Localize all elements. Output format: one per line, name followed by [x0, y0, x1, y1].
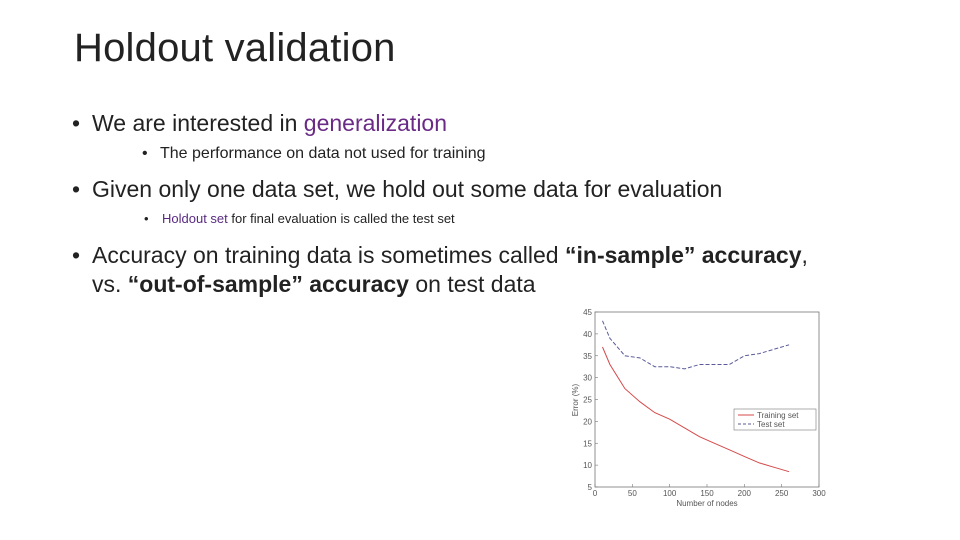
bullet-dot: •: [142, 145, 148, 162]
bullet-text: vs.: [92, 271, 128, 297]
x-tick-label: 250: [775, 489, 789, 498]
y-tick-label: 10: [583, 461, 592, 470]
slide-title: Holdout validation: [74, 26, 396, 70]
x-tick-label: 0: [593, 489, 598, 498]
bullet-accuracy-line2: vs. “out-of-sample” accuracy on test dat…: [92, 269, 536, 299]
legend-training-label: Training set: [757, 411, 799, 420]
sub-bullet-text: for final evaluation is called the test …: [227, 211, 455, 226]
bullet-text-comma: ,: [801, 242, 808, 268]
out-of-sample-emphasis: “out-of-sample” accuracy: [127, 271, 409, 297]
bullet-text: on test data: [408, 271, 536, 297]
bullet-dot: •: [72, 110, 81, 136]
in-sample-emphasis: “in-sample” accuracy: [565, 242, 802, 268]
bullet-generalization: • We are interested in generalization: [72, 108, 447, 138]
tick-group: 0 50 100 150 200 250 300 5 10 15 20 25 30 35 40 45: [583, 308, 826, 498]
y-tick-label: 45: [583, 308, 592, 317]
sub-bullet-holdout-set: • Holdout set for final evaluation is cal…: [144, 209, 455, 229]
bullet-text: Given only one data set, we hold out som…: [92, 176, 723, 202]
plot-area: [594, 311, 820, 488]
x-tick-label: 100: [663, 489, 677, 498]
y-tick-label: 5: [588, 483, 593, 492]
x-tick-label: 200: [738, 489, 752, 498]
sub-bullet-performance: • The performance on data not used for tr…: [142, 144, 486, 164]
y-tick-label: 20: [583, 417, 592, 426]
y-tick-label: 35: [583, 352, 592, 361]
x-axis-label: Number of nodes: [676, 499, 737, 508]
x-tick-label: 300: [812, 489, 826, 498]
y-axis-label: Error (%): [571, 383, 580, 416]
y-tick-label: 40: [583, 330, 592, 339]
generalization-highlight: generalization: [303, 110, 448, 136]
y-tick-label: 25: [583, 396, 592, 405]
bullet-text: We are interested in: [92, 110, 304, 136]
bullet-holdout: • Given only one data set, we hold out so…: [72, 174, 722, 204]
chart-legend: Training set Test set: [733, 408, 817, 431]
y-tick-label: 30: [583, 374, 592, 383]
bullet-dot: •: [72, 242, 81, 268]
x-tick-label: 50: [628, 489, 637, 498]
y-tick-label: 15: [583, 439, 592, 448]
legend-box: [733, 408, 817, 431]
training-set-line: [602, 346, 790, 473]
bullet-dot: •: [72, 176, 81, 202]
bullet-text: Accuracy on training data is sometimes c…: [92, 242, 565, 268]
test-set-line: [602, 320, 790, 370]
bullet-dot: •: [144, 211, 149, 226]
error-chart: 0 50 100 150 200 250 300 5 10 15 20 25 30 35 40 45 Trai…: [571, 308, 826, 508]
holdout-set-highlight: Holdout set: [162, 211, 228, 226]
sub-bullet-text: The performance on data not used for tra…: [160, 145, 486, 162]
bullet-accuracy: • Accuracy on training data is sometimes …: [72, 240, 808, 270]
legend-test-label: Test set: [757, 420, 785, 429]
x-tick-label: 150: [700, 489, 714, 498]
